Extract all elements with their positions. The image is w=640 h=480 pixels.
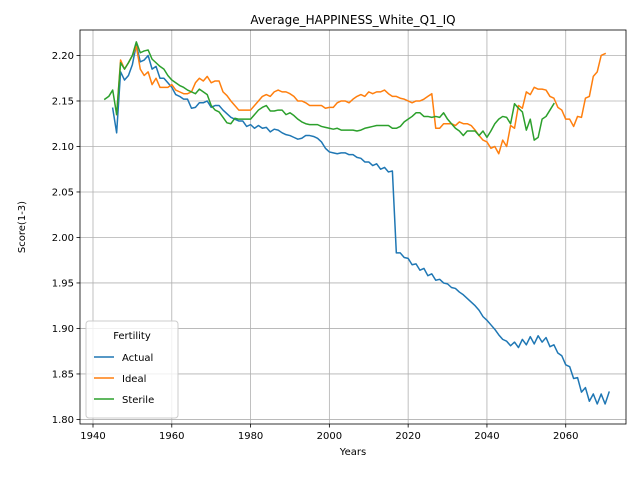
x-tick-label: 1980: [238, 431, 263, 442]
x-tick-label: 2040: [474, 431, 499, 442]
legend-title: Fertility: [113, 331, 151, 342]
y-tick-label: 2.20: [52, 51, 74, 62]
y-tick-label: 2.00: [52, 233, 74, 244]
legend-label-sterile: Sterile: [122, 395, 154, 406]
y-tick-label: 2.05: [52, 187, 74, 198]
x-axis-label: Years: [339, 447, 366, 458]
legend-label-ideal: Ideal: [122, 374, 146, 385]
chart-title: Average_HAPPINESS_White_Q1_IQ: [250, 13, 455, 27]
y-axis-label: Score(1-3): [17, 201, 28, 253]
y-tick-label: 1.95: [52, 278, 74, 289]
x-tick-label: 2060: [553, 431, 578, 442]
x-tick-label: 1940: [80, 431, 105, 442]
y-tick-label: 2.15: [52, 96, 74, 107]
x-tick-label: 1960: [159, 431, 184, 442]
legend: Fertility Actual Ideal Sterile: [86, 321, 178, 418]
y-tick-label: 1.85: [52, 369, 74, 380]
x-tick-label: 2000: [317, 431, 342, 442]
y-tick-label: 1.90: [52, 324, 74, 335]
y-tick-label: 1.80: [52, 415, 74, 426]
legend-label-actual: Actual: [122, 353, 153, 364]
y-tick-label: 2.10: [52, 142, 74, 153]
x-tick-label: 2020: [395, 431, 420, 442]
